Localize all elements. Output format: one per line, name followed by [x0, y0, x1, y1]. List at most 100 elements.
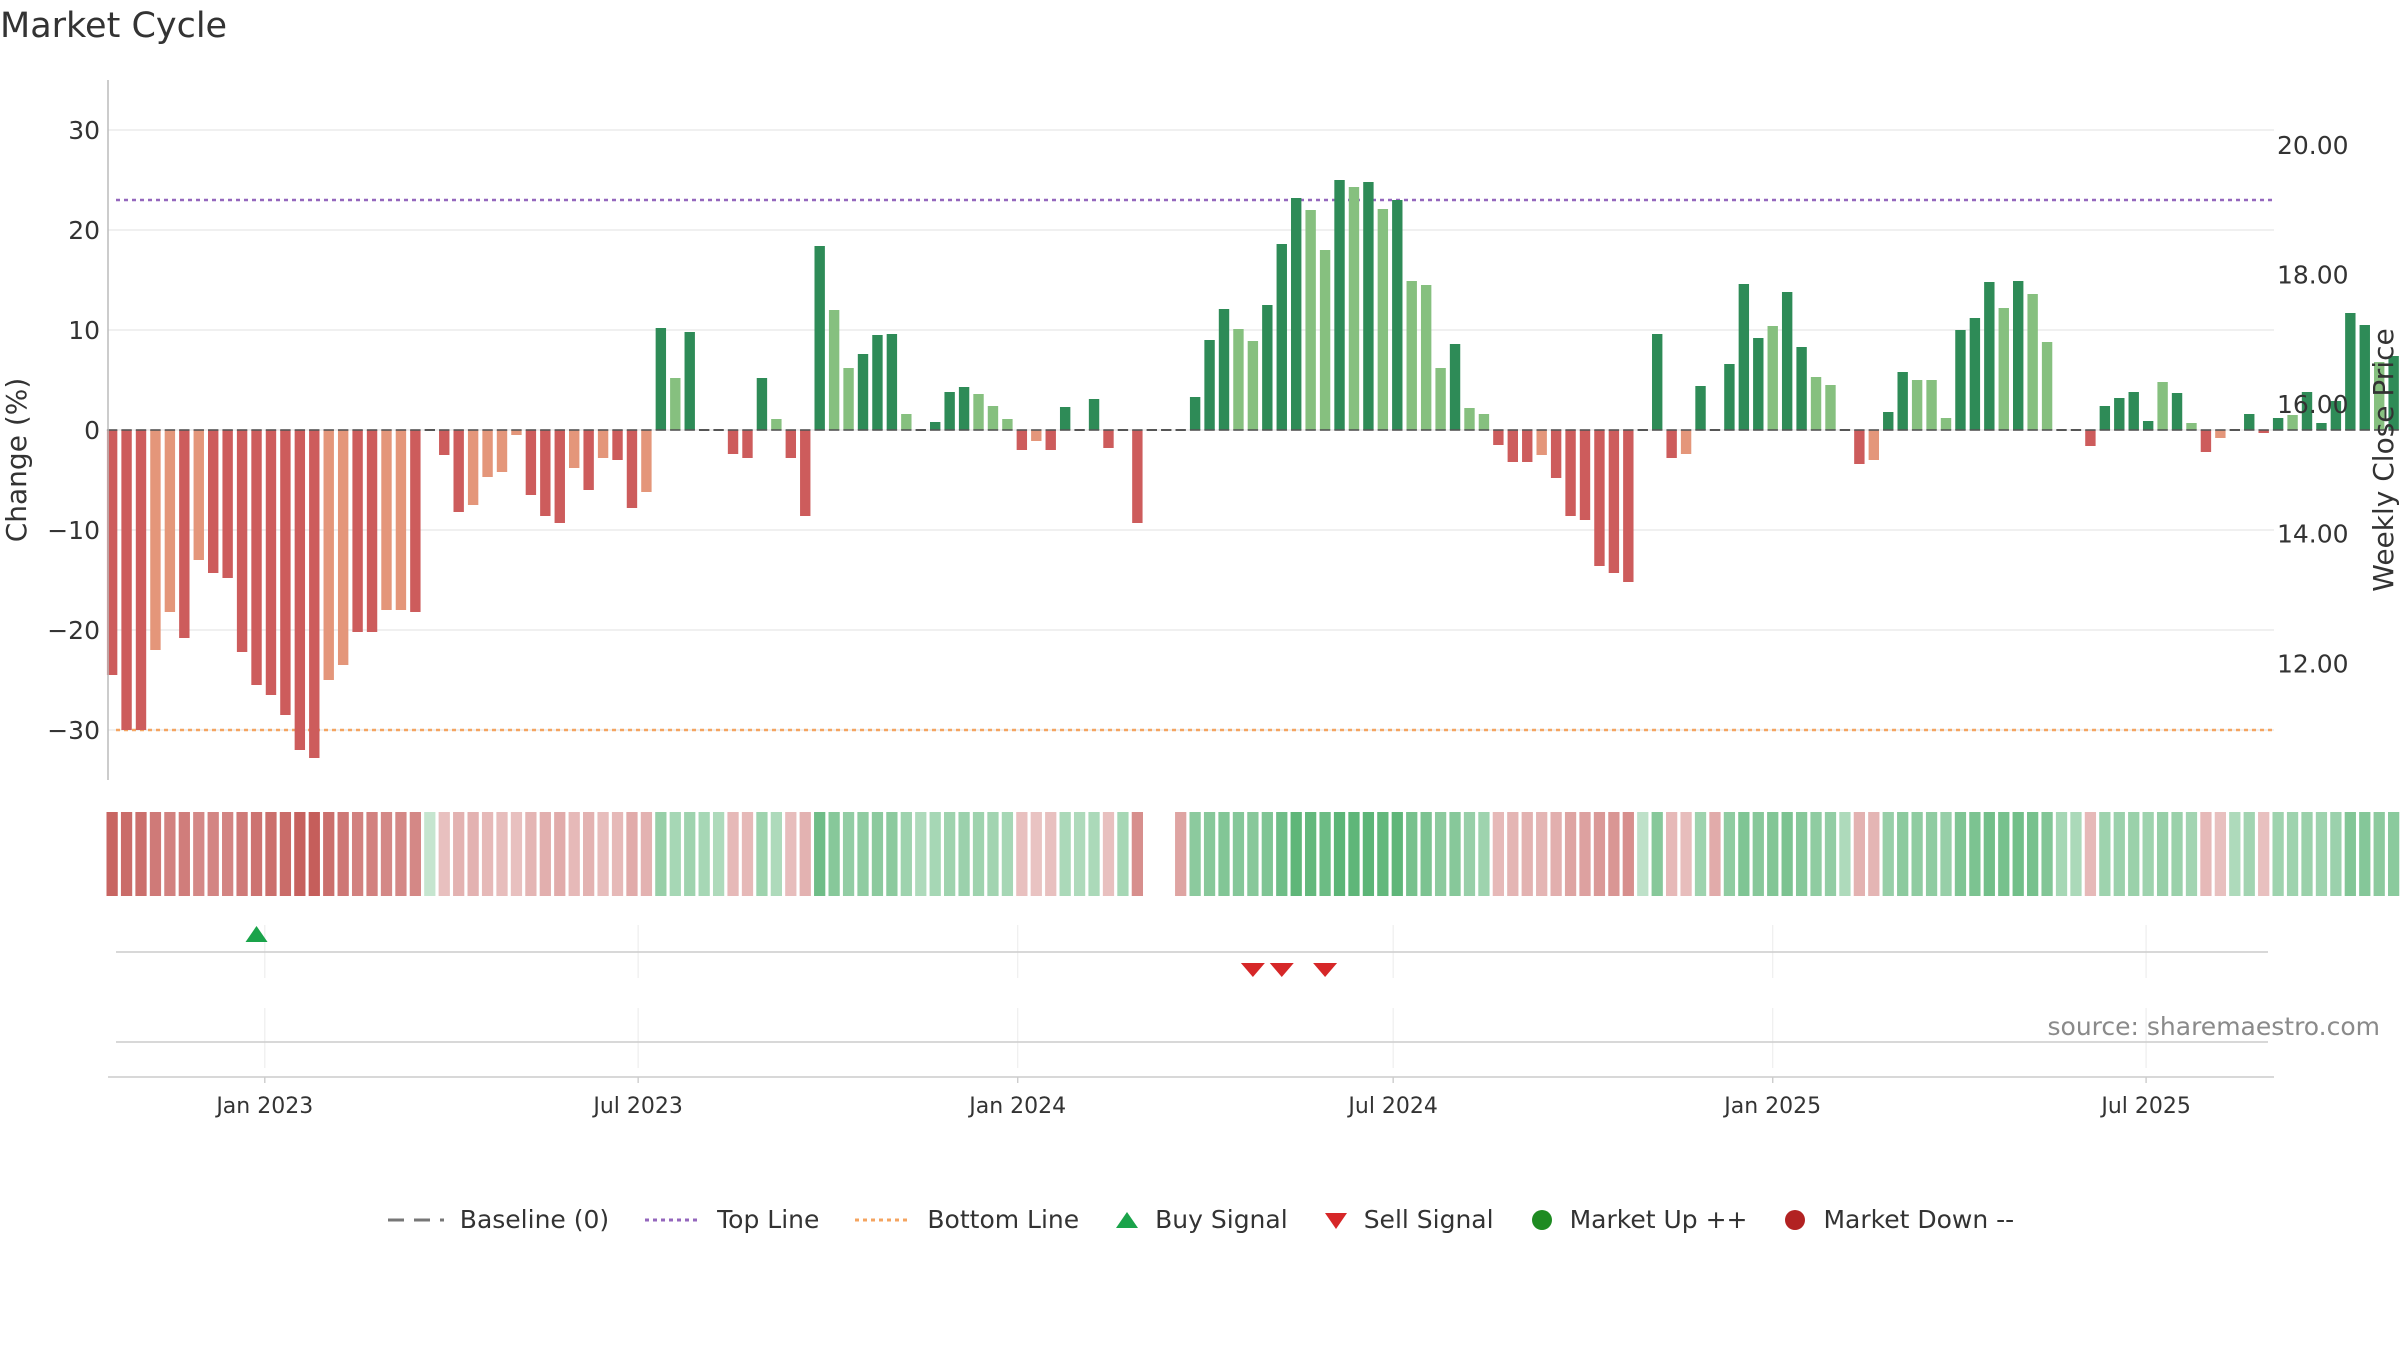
y-tick-label: −30 — [47, 716, 100, 745]
bar — [453, 430, 464, 512]
heat-cell — [915, 812, 927, 896]
heat-cell — [1377, 812, 1389, 896]
bar — [1045, 430, 1056, 450]
bar — [626, 430, 638, 508]
heat-cell — [814, 812, 826, 896]
heat-cell — [236, 812, 248, 896]
bar — [1623, 430, 1634, 582]
heat-cell — [366, 812, 378, 896]
heat-cell — [842, 812, 855, 896]
bar — [1247, 341, 1259, 430]
bar — [2085, 430, 2096, 446]
heat-cell — [2243, 812, 2255, 896]
bar — [2041, 342, 2053, 430]
heat-cell — [1290, 812, 1302, 896]
bar — [2200, 430, 2212, 452]
bar — [828, 310, 840, 430]
bar — [1204, 340, 1215, 430]
buy-signal-marker — [245, 926, 268, 942]
axes-layer — [107, 80, 2274, 1083]
heat-cell — [222, 812, 234, 896]
heat-cell — [424, 812, 436, 896]
heat-cell — [871, 812, 884, 896]
heat-cell — [308, 812, 320, 896]
bar — [525, 430, 537, 495]
bar — [164, 430, 176, 612]
bar — [1348, 187, 1360, 430]
heat-cell — [2156, 812, 2169, 896]
bar — [1392, 200, 1403, 430]
heat-cell — [2055, 812, 2068, 896]
heat-cell — [1232, 812, 1245, 896]
heat-cell — [380, 812, 393, 896]
legend-item-market-down: Market Down -- — [1781, 1205, 2014, 1234]
y2-tick-label: 12.00 — [2277, 649, 2349, 678]
bar — [352, 430, 363, 632]
heat-cell — [1608, 812, 1620, 896]
heat-cell — [669, 812, 681, 896]
bar — [1002, 419, 1013, 430]
sell-signal-marker — [1269, 963, 1294, 977]
heat-cell — [1391, 812, 1403, 896]
x-tick-label: Jan 2023 — [214, 1094, 313, 1119]
bar — [2142, 421, 2154, 430]
grid-layer — [108, 129, 2274, 1068]
heat-cell — [481, 812, 494, 896]
heat-cell — [351, 812, 364, 896]
heat-cell — [1853, 812, 1865, 896]
bar — [1550, 430, 1562, 478]
sell-signal-marker — [1313, 963, 1338, 977]
heat-cell — [1940, 812, 1952, 896]
heat-cell — [1463, 812, 1476, 896]
triangle-up-icon — [1116, 1211, 1139, 1228]
bar — [2128, 392, 2139, 430]
bar — [1753, 338, 1764, 430]
labels-layer: 30 20 10 0 −10 −20 −30 20.00 18.00 16.00 14.00 12.0… — [0, 116, 2400, 1119]
heat-cell — [958, 812, 970, 896]
heat-cell — [2142, 812, 2154, 896]
y-tick-label: 30 — [68, 116, 100, 145]
legend-item-sell: Sell Signal — [1322, 1205, 1494, 1234]
bar — [1998, 308, 2009, 430]
bar — [1767, 326, 1778, 430]
bar — [482, 430, 493, 477]
bar — [1319, 250, 1331, 430]
heat-cell — [1088, 812, 1100, 896]
bar — [886, 334, 898, 430]
heat-cell — [1593, 812, 1606, 896]
y-tick-label: −20 — [47, 616, 100, 645]
bar — [323, 430, 334, 680]
x-tick-label: Jul 2023 — [591, 1094, 683, 1119]
bar — [179, 430, 190, 638]
heat-cell — [1218, 812, 1230, 896]
y2-axis-label: Weekly Close Price — [2367, 328, 2400, 591]
bar — [1088, 399, 1100, 430]
heat-cell — [2099, 812, 2111, 896]
bar — [987, 406, 999, 430]
heat-cell — [135, 812, 147, 896]
heat-cell — [640, 812, 653, 896]
heat-cell — [525, 812, 537, 896]
heat-cell — [929, 812, 941, 896]
heat-cell — [1261, 812, 1273, 896]
heat-cell — [539, 812, 551, 896]
heat-cell — [684, 812, 696, 896]
heat-cell — [1059, 812, 1071, 896]
bar — [901, 414, 912, 430]
bar — [2099, 406, 2111, 430]
heat-cell — [1897, 812, 1909, 896]
bar — [1522, 430, 1533, 462]
heat-cell — [323, 812, 335, 896]
bar — [814, 246, 825, 430]
heat-cell — [1983, 812, 1995, 896]
bar — [597, 430, 609, 458]
reference-lines — [116, 198, 2274, 732]
source-note: source: sharemaestro.com — [2047, 1012, 2381, 1041]
bar — [2287, 415, 2298, 430]
bar — [1796, 347, 1807, 430]
bar — [973, 394, 984, 430]
legend-label: Market Down -- — [1823, 1205, 2015, 1234]
heat-cell — [1305, 812, 1317, 896]
bar — [1724, 364, 1735, 430]
bar — [1305, 210, 1316, 430]
